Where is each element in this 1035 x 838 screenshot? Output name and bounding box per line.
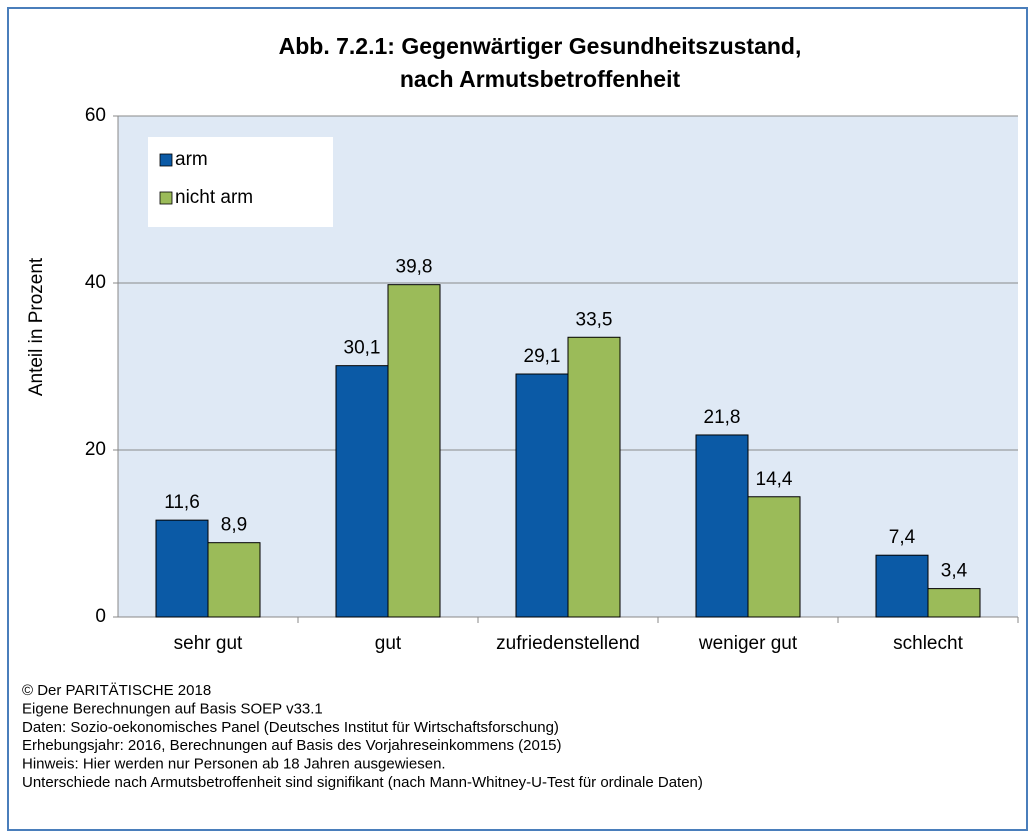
footnote: © Der PARITÄTISCHE 2018 (22, 682, 211, 699)
legend-box (148, 137, 333, 227)
value-label: 29,1 (524, 346, 561, 367)
bar (387, 284, 441, 618)
y-tick-label: 0 (95, 606, 106, 627)
value-label: 14,4 (756, 469, 793, 490)
x-tick-label: zufriedenstellend (496, 633, 640, 654)
x-tick-label: weniger gut (698, 633, 798, 654)
value-label: 21,8 (704, 407, 741, 428)
value-label: 3,4 (941, 561, 968, 582)
footnote: Hinweis: Hier werden nur Personen ab 18 … (22, 756, 446, 773)
bar (155, 519, 209, 618)
y-axis-label: Anteil in Prozent (26, 257, 47, 396)
x-tick-label: schlecht (893, 633, 963, 654)
bar (927, 588, 981, 618)
footnote: Erhebungsjahr: 2016, Berechnungen auf Ba… (22, 737, 562, 754)
footnote: Unterschiede nach Armutsbetroffenheit si… (22, 774, 703, 791)
legend-label: nicht arm (175, 187, 253, 208)
value-label: 11,6 (164, 492, 200, 513)
bar (515, 373, 569, 618)
bar (747, 496, 801, 618)
footnote: Eigene Berechnungen auf Basis SOEP v33.1 (22, 700, 323, 717)
bar (875, 554, 929, 618)
value-label: 39,8 (396, 257, 433, 278)
legend-label: arm (175, 149, 208, 170)
y-tick-label: 40 (85, 272, 106, 293)
footnote: Daten: Sozio-oekonomisches Panel (Deutsc… (22, 719, 559, 736)
legend-swatch (159, 191, 173, 205)
value-label: 8,9 (221, 515, 247, 536)
bar (567, 336, 621, 618)
bar (695, 434, 749, 618)
chart-title: Abb. 7.2.1: Gegenwärtiger Gesundheitszus… (279, 33, 802, 59)
y-tick-label: 20 (85, 439, 106, 460)
value-label: 7,4 (889, 527, 916, 548)
x-tick-label: gut (375, 633, 402, 654)
value-label: 30,1 (344, 338, 381, 359)
bar (207, 542, 261, 618)
bar (335, 365, 389, 618)
x-tick-label: sehr gut (174, 633, 243, 654)
value-label: 33,5 (576, 309, 613, 330)
chart-title: nach Armutsbetroffenheit (400, 66, 681, 92)
legend-swatch (159, 153, 173, 167)
y-tick-label: 60 (85, 105, 106, 126)
